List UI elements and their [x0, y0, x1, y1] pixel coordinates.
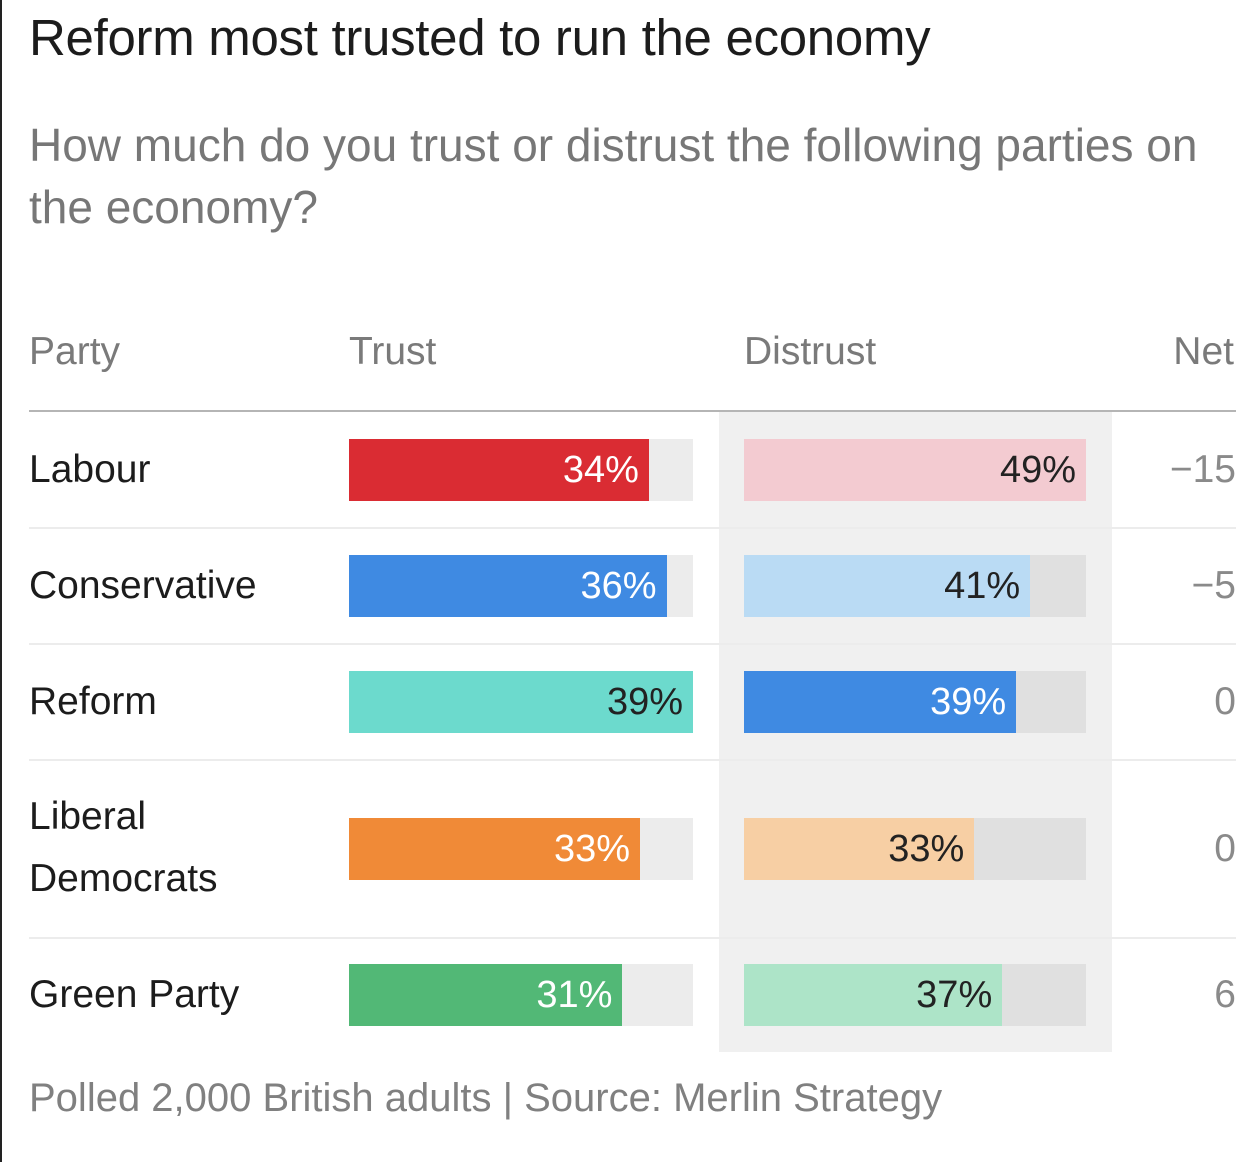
trust-value-label: 36% — [580, 565, 657, 607]
header-net: Net — [1173, 330, 1234, 373]
party-label: Conservative — [29, 564, 257, 607]
distrust-bar: 49% — [744, 439, 1086, 501]
chart-title: Reform most trusted to run the economy — [29, 9, 931, 66]
header-party: Party — [29, 330, 121, 373]
chart-subtitle: How much do you trust or distrust the fo… — [29, 119, 1198, 233]
trust-value-label: 34% — [562, 449, 639, 491]
distrust-bar-track: 39% — [744, 671, 1086, 733]
trust-bar-track: 34% — [349, 439, 693, 501]
distrust-bar: 37% — [744, 964, 1003, 1026]
trust-bar-track: 39% — [349, 671, 693, 733]
trust-bar-track: 36% — [349, 555, 693, 617]
header-divider — [29, 410, 1236, 412]
distrust-value-label: 41% — [944, 565, 1021, 607]
table-row: Liberal Democrats 33% 33% 0 — [29, 760, 1236, 939]
table-row: Reform 39% 39% 0 — [29, 644, 1236, 761]
trust-bar: 31% — [349, 964, 623, 1026]
row-divider — [29, 759, 1236, 761]
party-label: Labour — [29, 448, 151, 491]
distrust-bar-track: 49% — [744, 439, 1086, 501]
row-divider — [29, 643, 1236, 645]
net-value: 0 — [1214, 680, 1236, 723]
header-distrust: Distrust — [744, 330, 877, 373]
trust-value-label: 31% — [536, 974, 613, 1016]
net-value: 6 — [1214, 973, 1236, 1016]
distrust-bar: 41% — [744, 555, 1031, 617]
distrust-value-label: 39% — [930, 681, 1007, 723]
trust-bar: 36% — [349, 555, 667, 617]
distrust-bar-track: 33% — [744, 818, 1086, 880]
trust-bar: 33% — [349, 818, 641, 880]
header-trust: Trust — [349, 330, 437, 373]
distrust-bar: 39% — [744, 671, 1017, 733]
distrust-value-label: 33% — [888, 828, 965, 870]
distrust-bar-track: 37% — [744, 964, 1086, 1026]
table-row: Green Party 31% 37% 6 — [29, 938, 1236, 1052]
table-row: Labour 34% 49% −15 — [29, 412, 1236, 529]
distrust-bar-track: 41% — [744, 555, 1086, 617]
trust-bar-track: 33% — [349, 818, 693, 880]
row-divider — [29, 937, 1236, 939]
trust-value-label: 33% — [554, 828, 631, 870]
net-value: −5 — [1191, 564, 1236, 607]
trust-bar-track: 31% — [349, 964, 693, 1026]
source-note: Polled 2,000 British adults | Source: Me… — [29, 1076, 943, 1120]
distrust-value-label: 49% — [999, 449, 1076, 491]
row-divider — [29, 527, 1236, 529]
party-label: Green Party — [29, 973, 240, 1016]
party-label: Liberal Democrats — [29, 795, 218, 900]
party-label: Reform — [29, 680, 157, 723]
net-value: 0 — [1214, 827, 1236, 870]
distrust-value-label: 37% — [916, 974, 993, 1016]
net-value: −15 — [1169, 448, 1236, 491]
trust-bar: 39% — [349, 671, 693, 733]
distrust-bar: 33% — [744, 818, 975, 880]
trust-value-label: 39% — [606, 681, 683, 723]
table-row: Conservative 36% 41% −5 — [29, 528, 1236, 645]
trust-bar: 34% — [349, 439, 649, 501]
